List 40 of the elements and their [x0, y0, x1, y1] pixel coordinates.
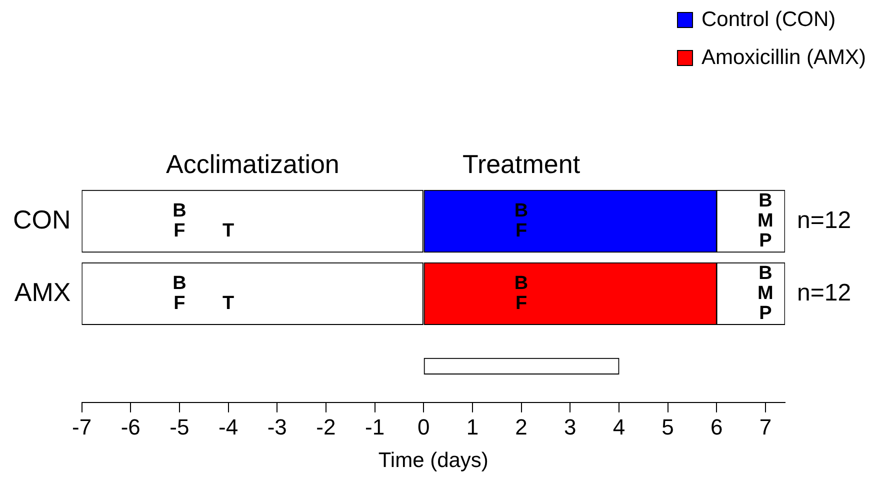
x-tick-label: 1	[466, 414, 479, 440]
annotation: F	[174, 292, 186, 314]
annotation: F	[174, 220, 186, 242]
x-tick-label: -2	[316, 414, 336, 440]
annotation: T	[222, 292, 234, 314]
x-tick-label: 7	[759, 414, 772, 440]
x-tick-label: -1	[365, 414, 385, 440]
annotation: B	[514, 272, 528, 294]
x-axis-title: Time (days)	[378, 449, 488, 472]
x-tick-label: -7	[72, 414, 92, 440]
text: n=12	[797, 279, 852, 306]
annotation: M	[758, 282, 774, 304]
annotation: P	[759, 302, 772, 324]
x-tick-label: 0	[417, 414, 430, 440]
x-tick-label: 2	[515, 414, 528, 440]
annotation: P	[759, 230, 772, 252]
x-tick-label: -6	[120, 414, 140, 440]
x-tick-label: 4	[612, 414, 626, 440]
annotation: B	[514, 200, 528, 222]
annotation: B	[172, 200, 186, 222]
y-tick-label: CON	[12, 204, 71, 234]
annotation: T	[222, 220, 234, 242]
x-tick-label: 6	[710, 414, 723, 440]
x-tick-label: -5	[170, 414, 190, 440]
x-tick-label: -4	[218, 414, 238, 440]
annotation: B	[172, 272, 186, 294]
annotation: F	[515, 220, 528, 242]
legend-label: Amoxicillin (AMX)	[701, 46, 866, 70]
x-tick-label: -3	[267, 414, 287, 440]
legend-label: Control (CON)	[701, 8, 836, 32]
text: n=12	[797, 206, 852, 234]
x-tick-label: 5	[662, 414, 674, 440]
annotation: M	[758, 210, 774, 232]
annotation: B	[758, 262, 772, 284]
y-tick-label: AMX	[14, 276, 71, 307]
annotation: F	[515, 292, 528, 314]
text: Treatment	[462, 149, 581, 180]
x-tick-label: 3	[564, 414, 576, 440]
text: Acclimatization	[166, 149, 340, 180]
annotation: B	[758, 190, 772, 212]
